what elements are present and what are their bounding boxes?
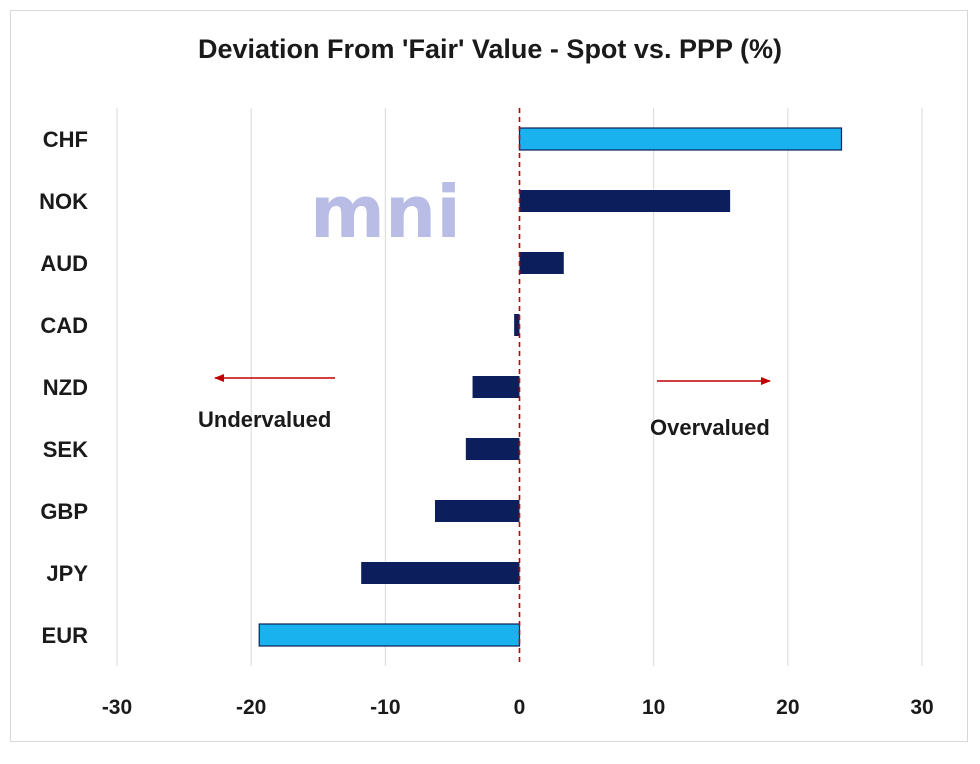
bar-nzd [472, 376, 520, 398]
x-tick-label: 30 [910, 696, 933, 719]
bar-cad [514, 314, 520, 336]
annotation-undervalued: Undervalued [198, 407, 331, 432]
x-tick-label: -20 [236, 696, 266, 719]
category-label-gbp: GBP [40, 499, 88, 524]
x-tick-label: -30 [102, 696, 132, 719]
chart-title: Deviation From 'Fair' Value - Spot vs. P… [198, 34, 782, 64]
bar-aud [519, 252, 564, 274]
category-label-sek: SEK [43, 437, 88, 462]
x-axis-tick-labels: -30 -20 -10 0 10 20 30 [102, 696, 934, 719]
bar-eur [258, 623, 521, 647]
bar-sek [465, 438, 520, 460]
annotation-overvalued: Overvalued [650, 415, 770, 440]
bar-gbp [434, 500, 520, 522]
bar-chf [518, 127, 843, 151]
category-label-cad: CAD [40, 313, 88, 338]
category-label-nzd: NZD [43, 375, 88, 400]
x-tick-label: 0 [514, 696, 526, 719]
bar-jpy [361, 562, 520, 584]
category-label-eur: EUR [42, 623, 89, 648]
category-label-chf: CHF [43, 127, 88, 152]
x-tick-label: -10 [370, 696, 400, 719]
bar-nok [519, 190, 731, 212]
category-labels: CHF NOK AUD CAD NZD SEK GBP JPY EUR [39, 127, 88, 648]
x-tick-label: 20 [776, 696, 799, 719]
annotations: Undervalued Overvalued [198, 374, 771, 440]
bars [258, 127, 843, 647]
category-label-jpy: JPY [46, 561, 88, 586]
x-tick-label: 10 [642, 696, 665, 719]
category-label-nok: NOK [39, 189, 88, 214]
category-label-aud: AUD [40, 251, 88, 276]
watermark-logo: mni [310, 170, 461, 254]
